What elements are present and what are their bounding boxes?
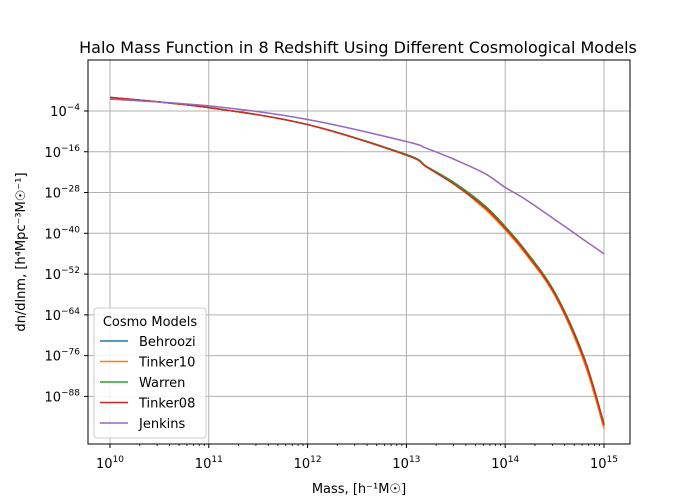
y-tick-label: 10−76	[44, 348, 80, 365]
legend-label-tinker10: Tinker10	[138, 356, 195, 371]
grid	[88, 60, 630, 444]
plot-frame	[87, 59, 631, 445]
y-tick-label: 10−4	[50, 103, 80, 120]
x-tick-label: 1013	[392, 455, 420, 472]
legend-title: Cosmo Models	[103, 315, 198, 330]
legend-label-jenkins: Jenkins	[138, 417, 185, 432]
x-tick-label: 1015	[590, 455, 618, 472]
chart-title: Halo Mass Function in 8 Redshift Using D…	[79, 38, 637, 57]
x-tick-label: 1011	[195, 455, 223, 472]
plot-lines	[109, 96, 605, 429]
y-axis-title: dn/dlnm, [h⁴Mpc⁻³M☉⁻¹]	[14, 172, 29, 331]
legend: Cosmo Models Behroozi Tinker10 Warren Tinke…	[93, 307, 207, 439]
x-axis-title: Mass, [h⁻¹M☉]	[312, 482, 406, 497]
series-line-tinker08	[109, 96, 605, 426]
legend-label-behroozi: Behroozi	[139, 335, 196, 350]
x-tick-label: 1012	[294, 455, 322, 472]
y-tick-label: 10−88	[44, 388, 80, 405]
x-tick-label: 1014	[491, 455, 519, 472]
y-tick-label: 10−16	[44, 144, 80, 161]
legend-label-warren: Warren	[139, 376, 185, 391]
legend-label-tinker08: Tinker08	[138, 397, 195, 412]
y-tick-label: 10−40	[44, 225, 80, 242]
legend-entries: Behroozi Tinker10 Warren Tinker08 Jenkins	[100, 335, 196, 432]
x-tick-label: 1010	[96, 455, 124, 472]
y-tick-label: 10−52	[44, 266, 80, 283]
y-tick-label: 10−64	[44, 307, 80, 324]
series-line-jenkins	[109, 98, 605, 255]
y-tick-label: 10−28	[44, 185, 80, 202]
